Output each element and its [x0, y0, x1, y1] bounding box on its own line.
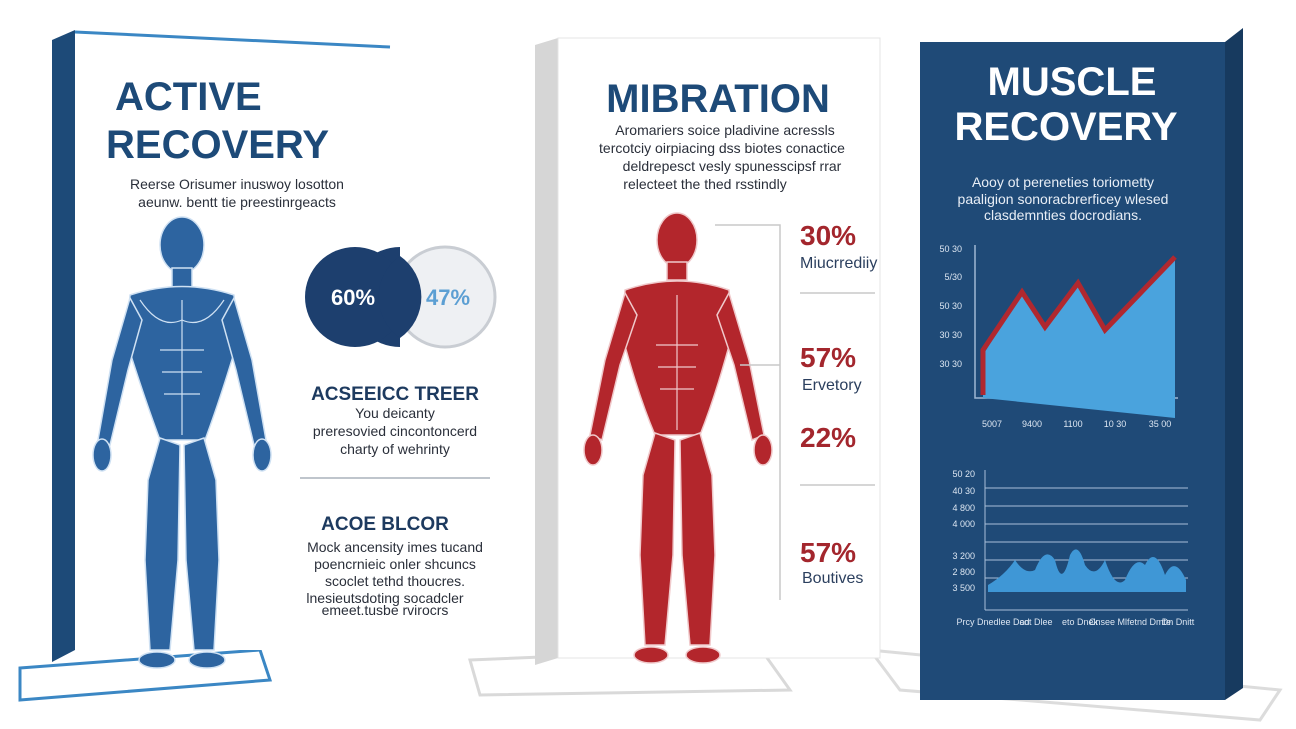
section-text: preresovied cincontoncerd [313, 423, 477, 439]
y-label: 4 000 [952, 519, 975, 529]
title: MIBRATION [606, 77, 830, 121]
x-label: cot Dlee [1019, 617, 1052, 627]
x-label: Dn Dnitt [1162, 617, 1195, 627]
x-label: 10 30 [1104, 419, 1127, 429]
y-label: 40 30 [952, 486, 975, 496]
left-top-edge [74, 30, 391, 49]
section-text: scoclet tethd thoucres. [325, 573, 465, 589]
y-label: 50 30 [939, 244, 962, 254]
blue-body-lines [139, 299, 225, 435]
leader-lines [715, 224, 875, 600]
y-label: 50 30 [939, 301, 962, 311]
x-label: 9400 [1022, 419, 1042, 429]
red-body-lines [656, 295, 698, 430]
middle-board-edge [535, 38, 558, 665]
title: ACTIVE [115, 75, 262, 119]
section-heading: ACOE BLCOR [321, 514, 449, 535]
y-label: 2 800 [952, 567, 975, 577]
stat-label: Ervetory [802, 377, 862, 394]
y-label: 30 30 [939, 359, 962, 369]
intro: Reerse Orisumer inuswoy losotton [130, 176, 344, 192]
wave-chart: 50 20 40 30 4 800 4 000 3 200 2 800 3 50… [952, 469, 1194, 627]
left-board-edge [52, 30, 75, 662]
right-board-edge [1225, 28, 1243, 700]
title: RECOVERY [954, 105, 1177, 149]
stat-value: 22% [800, 422, 856, 453]
y-label: 30 30 [939, 330, 962, 340]
x-label: eto Dnek [1062, 617, 1099, 627]
intro: paaligion sonoracbrerficey wlesed [958, 191, 1169, 207]
y-label: 5/30 [944, 272, 962, 282]
area-chart: 50 30 5/30 50 30 30 30 30 30 5007 9400 1… [939, 244, 1178, 429]
stat-value: 30% [800, 220, 856, 251]
y-label: 3 500 [952, 583, 975, 593]
title: RECOVERY [106, 123, 329, 167]
y-label: 4 800 [952, 503, 975, 513]
stat-label: Miucrrediiy [800, 255, 877, 272]
y-label: 50 20 [952, 469, 975, 479]
section-text: You deicanty [355, 405, 435, 421]
x-label: 1100 [1063, 419, 1082, 429]
x-label: Prcy Dnedlee Dad [956, 617, 1029, 627]
section-text: emeet.tusbe rvirocrs [322, 602, 449, 618]
middle-panel: MIBRATION Aromariers soice pladivine acr… [535, 37, 881, 665]
left-floor [18, 648, 273, 702]
section-heading: ACSEEICC TREER [311, 384, 479, 405]
intro: relecteet the thed rsstindly [623, 176, 786, 192]
title: MUSCLE [988, 60, 1157, 104]
dark-circle [305, 247, 405, 347]
overlap [378, 256, 422, 338]
x-label: Cnsee Mlfetnd Dmte [1089, 617, 1171, 627]
donut-label: 60% [331, 285, 375, 310]
section-text: Mock ancensity imes tucand [307, 539, 483, 555]
donut-label: 47% [426, 285, 470, 310]
stat-label: Boutives [802, 570, 863, 587]
left-panel: ACTIVE RECOVERY Reerse Orisumer inuswoy … [52, 30, 497, 669]
stat-value: 57% [800, 342, 856, 373]
x-label: 35 00 [1149, 419, 1172, 429]
section-text: lnesieutsdoting socadcler [306, 590, 464, 606]
intro: clasdemnties docrodians. [984, 207, 1142, 223]
intro: aeunw. bentt tie preestinrgeacts [138, 194, 336, 210]
right-panel: MUSCLE RECOVERY Aooy ot pereneties torio… [920, 28, 1243, 700]
intro: tercotciy oirpiacing dss biotes conactic… [599, 140, 845, 156]
y-label: 3 200 [952, 551, 975, 561]
intro: Aooy ot pereneties toriometty [972, 174, 1154, 190]
x-label: 5007 [982, 419, 1002, 429]
intro: deldrepesct vesly spunesscipsf rrar [623, 158, 842, 174]
section-text: charty of wehrinty [340, 441, 450, 457]
stat-value: 57% [800, 537, 856, 568]
section-text: poencrnieic onler shcuncs [314, 556, 476, 572]
intro: Aromariers soice pladivine acressls [615, 122, 834, 138]
